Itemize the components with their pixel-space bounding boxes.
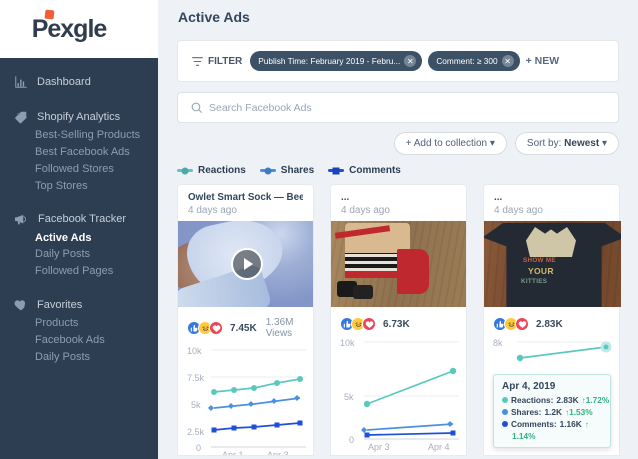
svg-text:10k: 10k (187, 346, 202, 356)
svg-text:5k: 5k (344, 392, 354, 402)
svg-text:7.5k: 7.5k (187, 373, 205, 383)
svg-text:5k: 5k (191, 400, 201, 410)
svg-text:Apr 1: Apr 1 (222, 450, 244, 456)
svg-text:Apr 3: Apr 3 (267, 450, 289, 456)
svg-text:2.5k: 2.5k (187, 427, 205, 437)
svg-text:0: 0 (196, 443, 201, 453)
svg-text:Apr 3: Apr 3 (368, 442, 390, 452)
svg-text:Apr 4: Apr 4 (428, 442, 450, 452)
svg-text:0: 0 (349, 435, 354, 445)
svg-text:8k: 8k (493, 338, 503, 348)
svg-text:10k: 10k (340, 338, 355, 348)
